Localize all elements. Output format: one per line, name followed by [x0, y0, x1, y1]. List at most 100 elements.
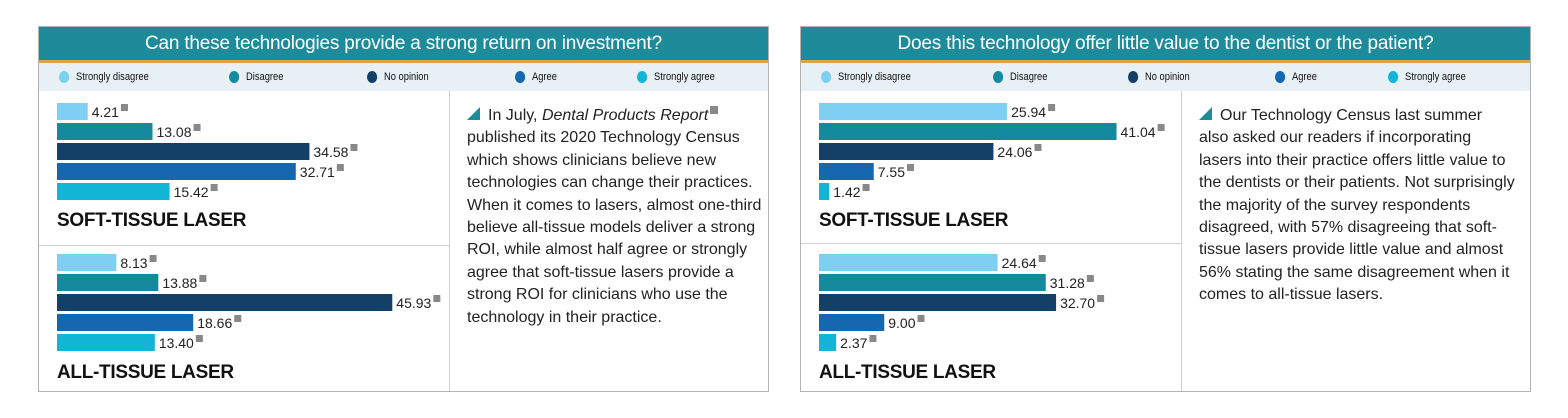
description-intro: Our Technology Census last summer also a… — [1199, 107, 1515, 304]
legend-item-strongly-agree: Strongly agree — [637, 63, 715, 91]
value-label: 45.93 — [396, 295, 431, 311]
bar-soft-tissue-strongly-disagree — [57, 103, 88, 120]
bar-all-tissue-disagree — [57, 274, 159, 291]
legend-item-strongly-disagree: Strongly disagree — [821, 63, 911, 91]
value-label: 24.64 — [1002, 255, 1037, 271]
square-marker-icon — [433, 295, 441, 302]
legend-label: Agree — [532, 71, 557, 83]
legend-swatch — [1128, 71, 1139, 83]
bar-soft-tissue-disagree — [819, 123, 1117, 140]
legend-item-agree: Agree — [1275, 63, 1317, 91]
legend: Strongly disagree Disagree No opinion Ag… — [39, 63, 768, 91]
bar-all-tissue-agree — [57, 314, 194, 331]
legend-label: No opinion — [1145, 71, 1190, 83]
legend-label: Strongly agree — [1405, 71, 1466, 83]
legend-swatch — [1275, 71, 1286, 83]
legend-label: Strongly disagree — [838, 71, 911, 83]
value-panel: Does this technology offer little value … — [800, 26, 1531, 392]
bar-all-tissue-strongly-agree — [819, 334, 837, 351]
bar-all-tissue-agree — [819, 314, 885, 331]
square-marker-icon — [1157, 124, 1165, 131]
triangle-bullet-icon — [467, 107, 480, 120]
roi-panel: Can these technologies provide a strong … — [38, 26, 769, 392]
group-divider — [39, 245, 449, 246]
legend-label: Disagree — [246, 71, 284, 83]
legend-item-no-opinion: No opinion — [1128, 63, 1190, 91]
value-label: 15.42 — [174, 184, 209, 200]
legend-item-strongly-agree: Strongly agree — [1388, 63, 1466, 91]
legend-swatch — [993, 71, 1004, 83]
value-label: 24.06 — [997, 144, 1032, 160]
value-label: 32.71 — [300, 164, 335, 180]
value-label: 9.00 — [888, 315, 915, 331]
bar-all-tissue-strongly-disagree — [819, 254, 998, 271]
bar-soft-tissue-strongly-disagree — [819, 103, 1008, 120]
value-label: 2.37 — [840, 335, 867, 351]
bar-soft-tissue-no-opinion — [819, 143, 994, 160]
bar-soft-tissue-no-opinion — [57, 143, 310, 160]
legend-item-disagree: Disagree — [993, 63, 1047, 91]
square-marker-icon — [193, 124, 201, 131]
value-label: 18.66 — [197, 315, 232, 331]
bar-soft-tissue-agree — [819, 163, 874, 180]
value-label: 25.94 — [1011, 104, 1046, 120]
value-label: 34.58 — [313, 144, 348, 160]
square-marker-icon — [210, 184, 218, 191]
bar-chart: 25.94 41.04 24.06 7.55 1.42 24.64 31.28 32.70 9.… — [801, 91, 1211, 391]
group-divider — [801, 243, 1181, 244]
square-marker-icon — [350, 144, 358, 151]
square-marker-icon — [869, 335, 877, 342]
square-marker-icon — [906, 164, 914, 171]
legend-label: Strongly disagree — [76, 71, 149, 83]
group-label-all-tissue: ALL-TISSUE LASER — [57, 362, 234, 383]
legend-swatch — [367, 71, 378, 83]
bar-chart-svg: 25.94 41.04 24.06 7.55 1.42 24.64 31.28 32.70 9.… — [819, 103, 1165, 351]
square-marker-icon — [336, 164, 344, 171]
bar-chart: 4.21 13.08 34.58 32.71 15.42 8.13 13.88 45.93 18… — [39, 91, 449, 391]
legend-label: Disagree — [1010, 71, 1048, 83]
square-marker-icon — [199, 275, 207, 282]
legend-swatch — [515, 71, 526, 83]
square-marker-icon — [917, 315, 925, 322]
value-label: 1.42 — [833, 184, 860, 200]
legend-swatch — [821, 71, 832, 83]
value-label: 32.70 — [1060, 295, 1095, 311]
legend-swatch — [229, 71, 240, 83]
value-label: 13.88 — [162, 275, 197, 291]
square-marker-icon — [120, 104, 128, 111]
description-intro: In July, — [488, 107, 542, 124]
bar-all-tissue-strongly-disagree — [57, 254, 117, 271]
bar-soft-tissue-disagree — [57, 123, 153, 140]
group-label-soft-tissue: SOFT-TISSUE LASER — [57, 210, 247, 231]
bar-soft-tissue-agree — [57, 163, 296, 180]
description-text: In July, Dental Products Report publishe… — [467, 105, 763, 329]
publication-name: Dental Products Report — [541, 107, 709, 124]
description-rest: published its 2020 Technology Census whi… — [467, 129, 762, 326]
legend-label: Agree — [1292, 71, 1317, 83]
value-label: 41.04 — [1121, 124, 1156, 140]
group-label-all-tissue: ALL-TISSUE LASER — [819, 362, 996, 383]
legend-swatch — [59, 71, 70, 83]
legend-item-agree: Agree — [515, 63, 557, 91]
square-marker-icon — [1034, 144, 1042, 151]
square-marker-icon — [710, 106, 719, 114]
square-marker-icon — [195, 335, 203, 342]
value-label: 13.08 — [156, 124, 191, 140]
triangle-bullet-icon — [1199, 107, 1212, 120]
legend-item-strongly-disagree: Strongly disagree — [59, 63, 149, 91]
square-marker-icon — [1086, 275, 1094, 282]
value-label: 13.40 — [159, 335, 194, 351]
legend-swatch — [637, 71, 648, 83]
bar-all-tissue-no-opinion — [819, 294, 1057, 311]
legend-item-disagree: Disagree — [229, 63, 283, 91]
square-marker-icon — [149, 255, 157, 262]
bar-all-tissue-strongly-agree — [57, 334, 155, 351]
square-marker-icon — [234, 315, 242, 322]
group-label-soft-tissue: SOFT-TISSUE LASER — [819, 210, 1009, 231]
legend-label: Strongly agree — [654, 71, 715, 83]
square-marker-icon — [1097, 295, 1105, 302]
bar-all-tissue-disagree — [819, 274, 1046, 291]
legend-label: No opinion — [384, 71, 429, 83]
bar-soft-tissue-strongly-agree — [57, 183, 170, 200]
value-label: 8.13 — [120, 255, 147, 271]
